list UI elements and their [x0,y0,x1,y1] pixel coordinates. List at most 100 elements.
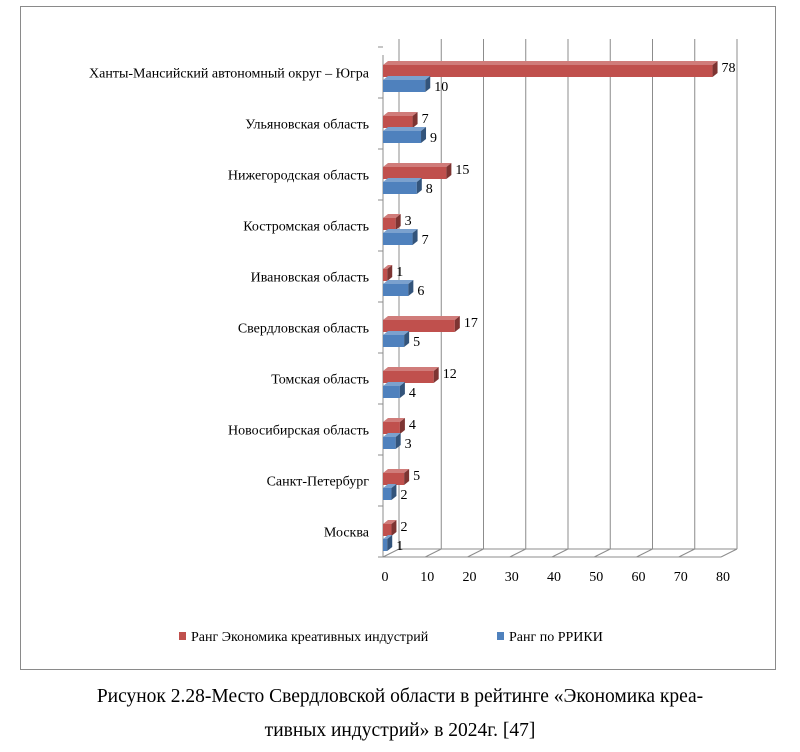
bar-side-face [404,469,410,485]
bar-top-face [383,229,418,233]
data-label: 4 [409,386,416,401]
bar [383,367,439,383]
bar-front-face [383,437,396,449]
bar-side-face [399,418,405,434]
bar-front-face [383,386,400,398]
floor-gridline [425,548,442,558]
data-label: 9 [430,131,437,146]
bar [383,178,422,194]
bar-front-face [383,65,713,77]
bar-front-face [383,473,405,485]
floor-gridline [720,548,738,558]
bar-side-face [421,127,427,143]
floor-gridline [551,548,569,558]
bar-side-face [446,163,452,179]
bar-top-face [383,76,431,80]
x-tick-label: 60 [632,570,646,585]
bar-top-face [383,484,397,488]
bar-side-face [387,265,393,281]
category-label: Санкт-Петербург [267,475,370,490]
bar-top-face [383,331,410,335]
caption-line-2: тивных индустрий» в 2024г. [47] [264,720,536,741]
data-label: 17 [464,316,478,331]
bar-top-face [383,316,460,320]
data-label: 6 [417,284,424,299]
bar-front-face [383,80,426,92]
data-label: 8 [426,182,433,197]
legend-swatch [179,632,186,640]
category-label: Нижегородская область [228,169,369,184]
bar-side-face [425,76,431,92]
data-label: 1 [396,265,403,280]
bar-top-face [383,265,393,269]
bar-side-face [412,229,418,245]
chart-frame: 0 10 20 30 40 50 60 70 80 Москва 2 1 Санкт-Петербург… [20,6,776,670]
bar-front-face [383,269,388,281]
data-label: 78 [722,61,736,76]
legend-swatch [497,632,504,640]
bar-top-face [383,214,401,218]
x-tick-label: 20 [463,570,477,585]
bar-front-face [383,233,413,245]
bar-top-face [383,418,405,422]
x-tick-label: 10 [420,570,434,585]
bar [383,418,405,434]
category-label: Костромская область [243,220,369,235]
bar-side-face [399,382,405,398]
bar-side-face [412,112,418,128]
bar [383,214,401,230]
bar [383,382,405,398]
data-label: 5 [413,469,420,484]
bar-side-face [454,316,460,332]
bar-side-face [408,280,414,296]
floor-gridline [678,548,695,558]
bar-front-face [383,167,447,179]
data-label: 3 [405,214,412,229]
bar [383,535,393,551]
bar-top-face [383,433,401,437]
bar [383,163,452,179]
bar [383,265,393,281]
legend-label: Ранг по РРИКИ [509,630,603,645]
bar-top-face [383,469,410,473]
bar-top-face [383,535,393,539]
bar-front-face [383,284,409,296]
data-label: 2 [400,520,407,535]
category-label: Ульяновская область [245,118,369,133]
data-label: 12 [443,367,457,382]
category-label: Москва [324,526,370,541]
bar [383,469,410,485]
bar [383,433,401,449]
bar-front-face [383,371,434,383]
x-tick-label: 40 [547,570,561,585]
data-label: 2 [400,488,407,503]
bar-top-face [383,61,718,65]
bar-top-face [383,163,452,167]
figure-caption: Рисунок 2.28-Место Свердловской области … [0,680,800,748]
data-label: 7 [422,112,429,127]
bar-top-face [383,367,439,371]
bar-top-face [383,382,405,386]
bar-front-face [383,320,455,332]
bar-front-face [383,182,417,194]
category-label: Томская область [271,373,369,388]
bar-top-face [383,280,414,284]
category-label: Ханты-Мансийский автономный округ – Югра [89,67,370,82]
bar [383,316,460,332]
bar-side-face [391,484,397,500]
bar-side-face [395,433,401,449]
floor-gridline [594,548,611,558]
bar-side-face [416,178,422,194]
category-label: Ивановская область [251,271,369,286]
x-tick-label: 50 [589,570,603,585]
bar-side-face [395,214,401,230]
bar [383,520,397,536]
bar-front-face [383,539,388,551]
bar-chart: 0 10 20 30 40 50 60 70 80 Москва 2 1 Санкт-Петербург… [89,39,738,645]
bar [383,484,397,500]
bar [383,127,427,143]
bar-top-face [383,520,397,524]
bar [383,331,410,347]
x-tick-label: 70 [674,570,688,585]
bar-front-face [383,218,396,230]
